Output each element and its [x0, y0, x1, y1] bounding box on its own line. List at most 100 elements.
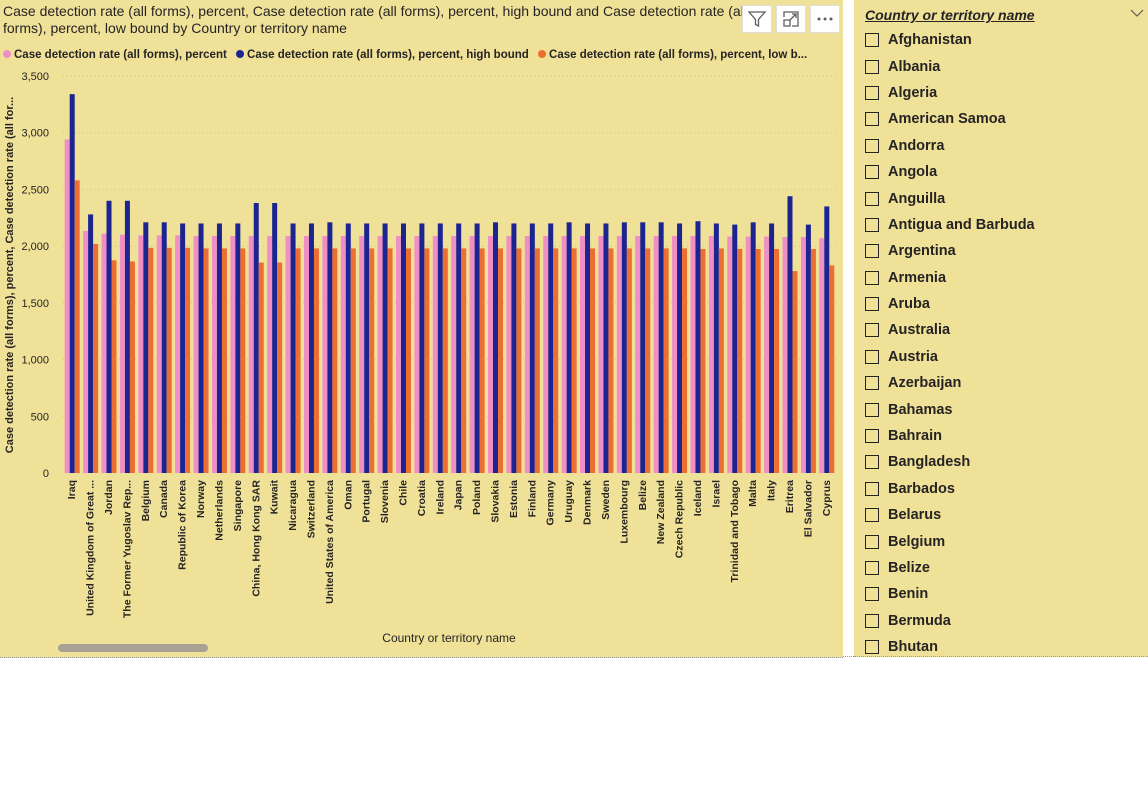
bar[interactable] — [364, 223, 370, 473]
bar[interactable] — [180, 223, 186, 473]
bar[interactable] — [156, 235, 162, 473]
bar[interactable] — [303, 235, 309, 473]
bar[interactable] — [750, 222, 756, 473]
bar[interactable] — [235, 223, 241, 473]
bar[interactable] — [682, 248, 688, 473]
bar[interactable] — [792, 271, 798, 473]
bar[interactable] — [810, 248, 816, 473]
bar[interactable] — [211, 235, 217, 473]
slicer-item[interactable]: Bermuda — [865, 608, 1145, 634]
bar[interactable] — [83, 230, 89, 473]
bar[interactable] — [216, 223, 222, 473]
bar[interactable] — [534, 248, 540, 473]
bar[interactable] — [524, 235, 530, 473]
bar[interactable] — [272, 203, 278, 474]
bar[interactable] — [764, 236, 770, 473]
checkbox-icon[interactable] — [865, 138, 879, 153]
bar[interactable] — [185, 247, 191, 473]
bar[interactable] — [805, 224, 811, 473]
checkbox-icon[interactable] — [865, 59, 879, 74]
bar[interactable] — [253, 203, 259, 474]
bar[interactable] — [400, 223, 406, 473]
checkbox-icon[interactable] — [865, 270, 879, 285]
bar[interactable] — [708, 235, 714, 473]
checkbox-icon[interactable] — [865, 349, 879, 364]
slicer-item[interactable]: Afghanistan — [865, 27, 1145, 53]
slicer-item[interactable]: Albania — [865, 53, 1145, 79]
bar[interactable] — [713, 223, 719, 473]
bar[interactable] — [350, 248, 356, 473]
bar[interactable] — [608, 248, 614, 473]
bar[interactable] — [248, 235, 254, 473]
bar[interactable] — [322, 235, 328, 473]
slicer-item[interactable]: Barbados — [865, 476, 1145, 502]
checkbox-icon[interactable] — [865, 112, 879, 127]
bar[interactable] — [506, 235, 512, 473]
slicer-item[interactable]: Bahamas — [865, 396, 1145, 422]
bar[interactable] — [511, 223, 517, 473]
bar[interactable] — [672, 235, 678, 473]
checkbox-icon[interactable] — [865, 561, 879, 575]
bar[interactable] — [829, 265, 835, 473]
bar[interactable] — [543, 235, 549, 473]
bar[interactable] — [69, 94, 75, 474]
bar[interactable] — [700, 248, 706, 473]
checkbox-icon[interactable] — [865, 455, 879, 470]
bar[interactable] — [737, 248, 743, 473]
bar[interactable] — [571, 248, 577, 473]
bar[interactable] — [690, 235, 696, 473]
checkbox-icon[interactable] — [865, 640, 879, 655]
bar[interactable] — [603, 223, 609, 473]
bar[interactable] — [332, 248, 338, 473]
bar[interactable] — [516, 248, 522, 473]
checkbox-icon[interactable] — [865, 244, 879, 259]
checkbox-icon[interactable] — [865, 165, 879, 180]
bar[interactable] — [148, 247, 154, 473]
bar[interactable] — [718, 248, 724, 473]
slicer-item[interactable]: Armenia — [865, 265, 1145, 291]
checkbox-icon[interactable] — [865, 429, 879, 444]
bar[interactable] — [198, 223, 204, 473]
bar[interactable] — [645, 248, 651, 473]
bar[interactable] — [295, 248, 301, 473]
bar[interactable] — [387, 248, 393, 473]
bar[interactable] — [653, 235, 659, 473]
bar[interactable] — [616, 235, 622, 473]
bar[interactable] — [529, 223, 535, 473]
horizontal-scrollbar[interactable] — [58, 644, 208, 652]
bar[interactable] — [479, 248, 485, 473]
bar[interactable] — [308, 223, 314, 473]
chevron-down-icon[interactable] — [1130, 8, 1144, 18]
bar[interactable] — [340, 235, 346, 473]
bar[interactable] — [101, 233, 107, 473]
bar[interactable] — [566, 222, 572, 473]
bar[interactable] — [138, 235, 144, 473]
bar[interactable] — [175, 235, 181, 473]
bar[interactable] — [598, 235, 604, 473]
bar[interactable] — [64, 139, 70, 473]
bar[interactable] — [677, 223, 683, 473]
checkbox-icon[interactable] — [865, 85, 879, 100]
filter-button[interactable] — [742, 5, 772, 33]
bar[interactable] — [635, 235, 641, 473]
bar[interactable] — [553, 248, 559, 473]
focus-mode-button[interactable] — [776, 5, 806, 33]
bar[interactable] — [437, 223, 443, 473]
bar[interactable] — [590, 248, 596, 473]
slicer-item[interactable]: Belarus — [865, 502, 1145, 528]
checkbox-icon[interactable] — [865, 481, 879, 496]
bar[interactable] — [461, 248, 467, 473]
checkbox-icon[interactable] — [865, 508, 879, 523]
bar[interactable] — [88, 214, 94, 473]
more-options-button[interactable] — [810, 5, 840, 33]
bar[interactable] — [345, 223, 351, 473]
bar[interactable] — [359, 235, 365, 473]
chart-visual[interactable]: Case detection rate (all forms), percent… — [0, 0, 843, 658]
slicer-item[interactable]: Algeria — [865, 80, 1145, 106]
bar[interactable] — [745, 236, 751, 473]
slicer-item[interactable]: Austria — [865, 344, 1145, 370]
slicer-item[interactable]: Aruba — [865, 291, 1145, 317]
bar[interactable] — [419, 223, 425, 473]
legend-entry-low-bound[interactable]: Case detection rate (all forms), percent… — [538, 49, 807, 61]
bar[interactable] — [193, 235, 199, 473]
